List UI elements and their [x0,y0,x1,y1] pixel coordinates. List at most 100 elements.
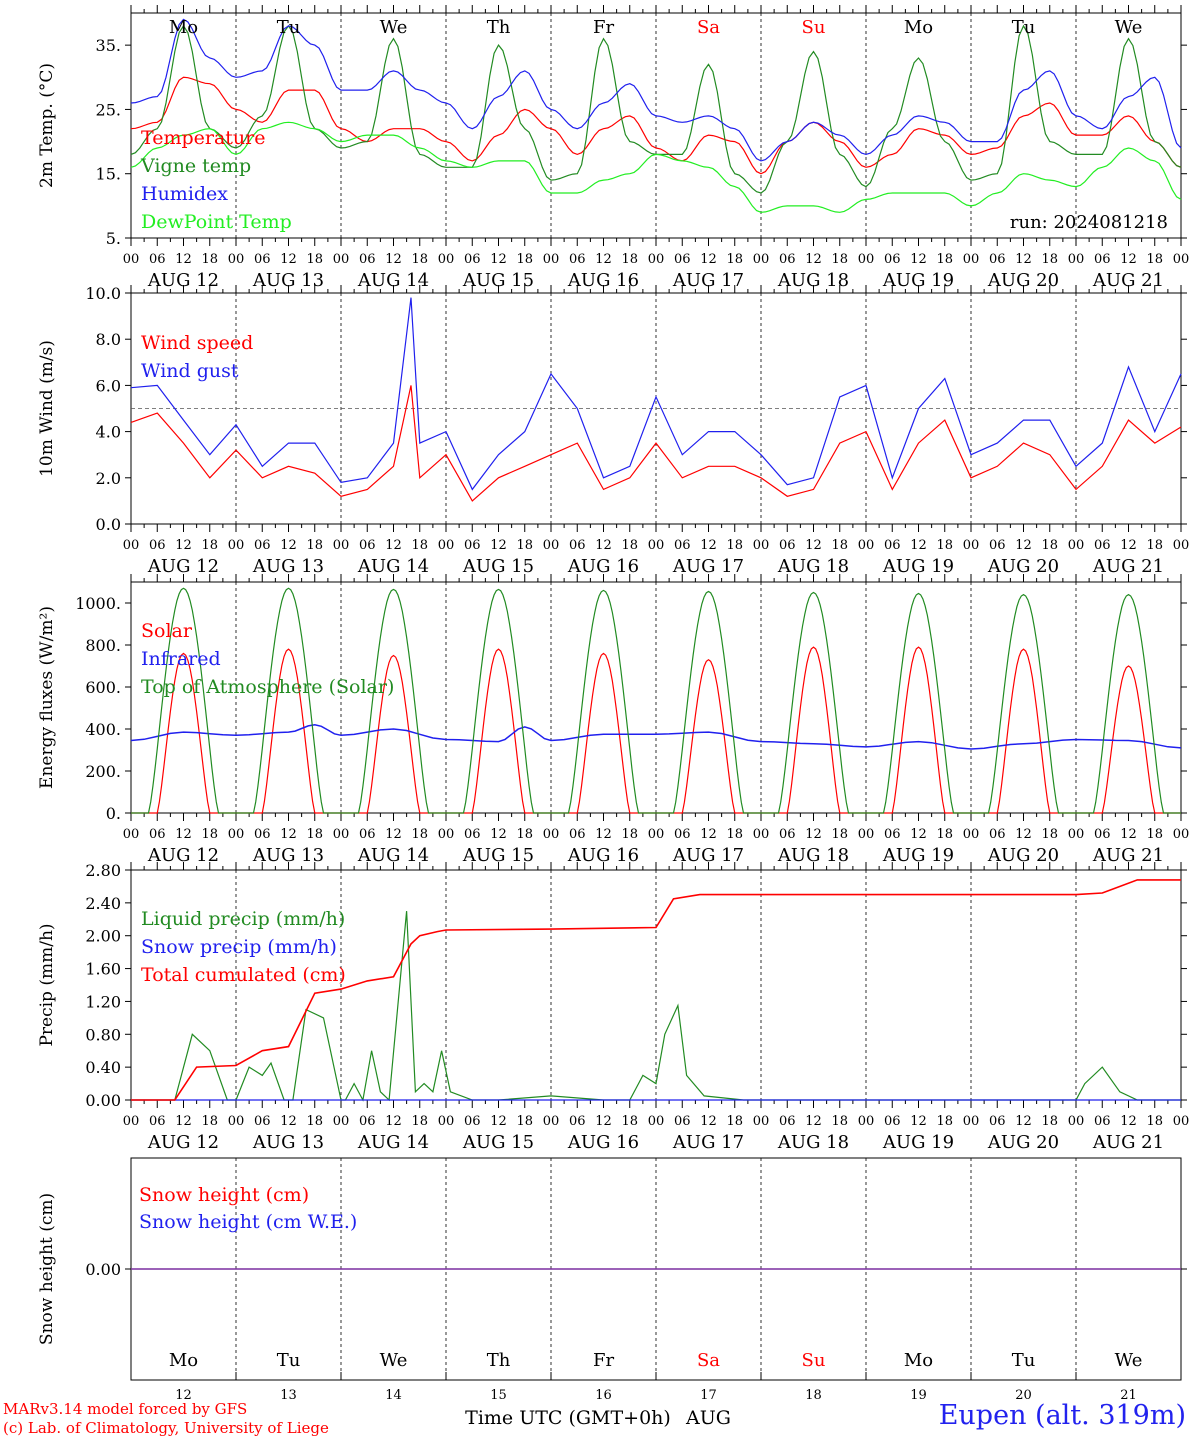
legend-solar: Solar [141,620,193,642]
hour-tick-label: 06 [254,252,271,267]
hour-tick-label: 18 [1146,538,1163,553]
hour-tick-label: 00 [858,827,875,842]
hour-tick-label: 06 [989,252,1006,267]
hour-tick-label: 06 [149,538,166,553]
day-name-top: Th [487,17,511,38]
hour-tick-label: 00 [228,538,245,553]
hour-tick-label: 12 [910,538,927,553]
hour-tick-label: 00 [333,827,350,842]
hour-tick-label: 12 [700,827,717,842]
hour-tick-label: 06 [464,538,481,553]
hour-tick-label: 18 [936,1114,953,1129]
date-label: AUG 16 [567,845,639,866]
hour-tick-label: 12 [805,827,822,842]
date-label: AUG 19 [882,845,954,866]
hour-tick-label: 06 [569,827,586,842]
hour-tick-label: 12 [805,538,822,553]
hour-tick-label: 18 [831,538,848,553]
day-name-bottom: Mo [904,1350,933,1371]
hour-tick-label: 00 [1173,538,1190,553]
hour-tick-label: 06 [149,252,166,267]
hour-tick-label: 12 [1015,538,1032,553]
legend-cumulated: Total cumulated (cm) [141,964,346,986]
date-label: AUG 14 [357,270,429,291]
date-label: AUG 19 [882,556,954,577]
date-label: AUG 15 [462,845,534,866]
day-name-top: Fr [593,17,614,38]
hour-tick-label: 00 [123,1114,140,1129]
hour-tick-label: 12 [1015,827,1032,842]
y-tick-label: 2.00 [85,927,121,946]
y-tick-label: 1.20 [85,992,121,1011]
hour-tick-label: 12 [280,1114,297,1129]
hour-tick-label: 18 [621,252,638,267]
hour-tick-label: 06 [674,252,691,267]
hour-tick-label: 12 [175,827,192,842]
date-label: AUG 16 [567,556,639,577]
hour-tick-label: 12 [175,252,192,267]
hour-tick-label: 00 [753,252,770,267]
day-number: 16 [595,1388,612,1403]
hour-tick-label: 12 [1120,252,1137,267]
hour-tick-label: 00 [858,1114,875,1129]
hour-tick-label: 18 [201,252,218,267]
date-label: AUG 12 [147,270,219,291]
day-number: 15 [490,1388,507,1403]
hour-tick-label: 00 [963,827,980,842]
legend-infrared: Infrared [141,648,221,670]
y-tick-label: 2.80 [85,861,121,880]
hour-tick-label: 06 [884,538,901,553]
y-tick-label: 0.80 [85,1025,121,1044]
hour-tick-label: 18 [726,252,743,267]
hour-tick-label: 06 [884,252,901,267]
date-label: AUG 20 [987,1132,1059,1153]
hour-tick-label: 18 [621,1114,638,1129]
date-label: AUG 21 [1092,1132,1164,1153]
date-label: AUG 20 [987,556,1059,577]
day-number: 14 [385,1388,402,1403]
series-cumulated-line [131,879,1181,1101]
hour-tick-label: 00 [1173,252,1190,267]
day-name-bottom: Tu [277,1350,301,1371]
date-label: AUG 16 [567,270,639,291]
date-label: AUG 14 [357,845,429,866]
hour-tick-label: 12 [1120,538,1137,553]
day-name-bottom: Mo [169,1350,198,1371]
hour-tick-label: 06 [674,538,691,553]
hour-tick-label: 12 [1120,1114,1137,1129]
hour-tick-label: 12 [1015,1114,1032,1129]
hour-tick-label: 00 [963,252,980,267]
hour-tick-label: 18 [1041,252,1058,267]
day-name-bottom: We [380,1350,408,1371]
day-name-bottom: Tu [1012,1350,1036,1371]
y-tick-label: 1.60 [85,960,121,979]
date-label: AUG 21 [1092,270,1164,291]
hour-tick-label: 06 [464,252,481,267]
hour-tick-label: 00 [1068,827,1085,842]
legend-liquid: Liquid precip (mm/h) [141,908,345,930]
legend-snow_cm: Snow height (cm) [139,1184,309,1206]
day-name-top: We [1115,17,1143,38]
y-tick-label: 10.0 [85,284,121,303]
y-tick-label: 4.0 [96,423,121,442]
hour-tick-label: 18 [1041,827,1058,842]
hour-tick-label: 12 [595,252,612,267]
date-label: AUG 15 [462,1132,534,1153]
hour-tick-label: 12 [700,538,717,553]
y-tick-label: 0. [106,804,121,823]
y-tick-label: 0.00 [85,1260,121,1279]
hour-tick-label: 18 [411,538,428,553]
y-tick-label: 5. [106,229,121,248]
hour-tick-label: 00 [123,827,140,842]
hour-tick-label: 12 [385,252,402,267]
hour-tick-label: 06 [779,827,796,842]
day-number: 21 [1120,1388,1137,1403]
hour-tick-label: 06 [464,1114,481,1129]
hour-tick-label: 00 [333,252,350,267]
day-name-top: We [380,17,408,38]
date-label: AUG 12 [147,1132,219,1153]
hour-tick-label: 00 [543,538,560,553]
hour-tick-label: 12 [175,1114,192,1129]
y-axis-label: 2m Temp. (°C) [37,63,57,188]
hour-tick-label: 00 [858,252,875,267]
